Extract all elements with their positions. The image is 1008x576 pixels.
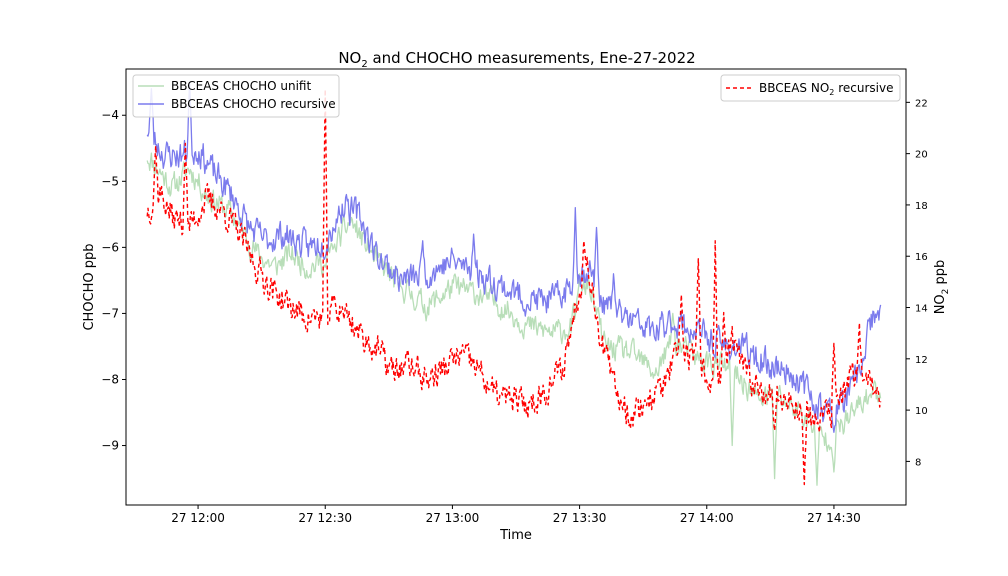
y-right-tick-label-2: 12 — [915, 355, 928, 366]
x-tick-label-1: 27 12:30 — [298, 511, 352, 525]
series-line-0 — [146, 152, 882, 486]
legend-label-no2-rest: recursive — [834, 81, 893, 95]
x-tick-label-4: 27 14:00 — [680, 511, 734, 525]
y-right-tick-label-6: 20 — [915, 150, 928, 161]
plot-lines — [146, 81, 882, 486]
y-left-tick-label-5: −9 — [101, 439, 119, 453]
x-tick-label-0: 27 12:00 — [171, 511, 225, 525]
legend-left: BBCEAS CHOCHO unifit BBCEAS CHOCHO recur… — [132, 74, 340, 118]
legend-label-unifit: BBCEAS CHOCHO unifit — [171, 79, 311, 93]
legend-right: BBCEAS NO2 recursive — [720, 74, 901, 102]
y-left-tick-label-4: −8 — [101, 372, 119, 386]
legend-label-no2: BBCEAS NO2 recursive — [759, 81, 893, 97]
y-axis-right-label-subscript: 2 — [941, 289, 951, 295]
legend-right-box — [720, 74, 901, 102]
y-axis-right-label-main: NO — [933, 294, 948, 314]
legend-left-box — [132, 74, 340, 118]
y-axis-right-label-rest: ppb — [933, 260, 948, 289]
x-tick-label-3: 27 13:30 — [553, 511, 607, 525]
y-left-tick-label-2: −6 — [101, 240, 119, 254]
y-right-tick-label-3: 14 — [915, 304, 928, 315]
y-axis-left-label: CHOCHO ppb — [82, 243, 97, 330]
x-tick-label-5: 27 14:30 — [807, 511, 861, 525]
y-axis-right: 8 10 12 14 16 18 20 22 — [906, 98, 928, 468]
y-axis-right-label: NO2 ppb — [933, 260, 951, 315]
chart-title-main: NO — [338, 49, 361, 67]
y-right-tick-label-4: 16 — [915, 252, 928, 263]
x-axis: 27 12:00 27 12:30 27 13:00 27 13:30 27 14:00… — [171, 505, 861, 525]
y-left-tick-label-0: −4 — [101, 108, 119, 122]
y-right-tick-label-1: 10 — [915, 406, 928, 417]
chart-title-rest: and CHOCHO measurements, Ene-27-2022 — [368, 49, 696, 67]
chart-title-subscript: 2 — [361, 59, 367, 70]
y-right-tick-label-7: 22 — [915, 98, 928, 109]
plot-frame — [125, 68, 907, 506]
y-right-tick-label-0: 8 — [915, 457, 921, 468]
x-tick-label-2: 27 13:00 — [426, 511, 480, 525]
x-axis-label: Time — [499, 528, 532, 543]
y-left-tick-label-1: −5 — [101, 174, 119, 188]
legend-label-no2-main: BBCEAS NO — [759, 81, 829, 95]
legend-label-no2-subscript: 2 — [829, 88, 834, 97]
series-line-1 — [146, 81, 882, 433]
y-left-tick-label-3: −7 — [101, 306, 119, 320]
series-line-2 — [146, 88, 882, 486]
y-axis-left: −4 −5 −6 −7 −8 −9 — [101, 108, 126, 453]
y-right-tick-label-5: 18 — [915, 201, 928, 212]
legend-label-recursive: BBCEAS CHOCHO recursive — [171, 97, 336, 111]
chart-title: NO2 and CHOCHO measurements, Ene-27-2022 — [338, 49, 695, 70]
